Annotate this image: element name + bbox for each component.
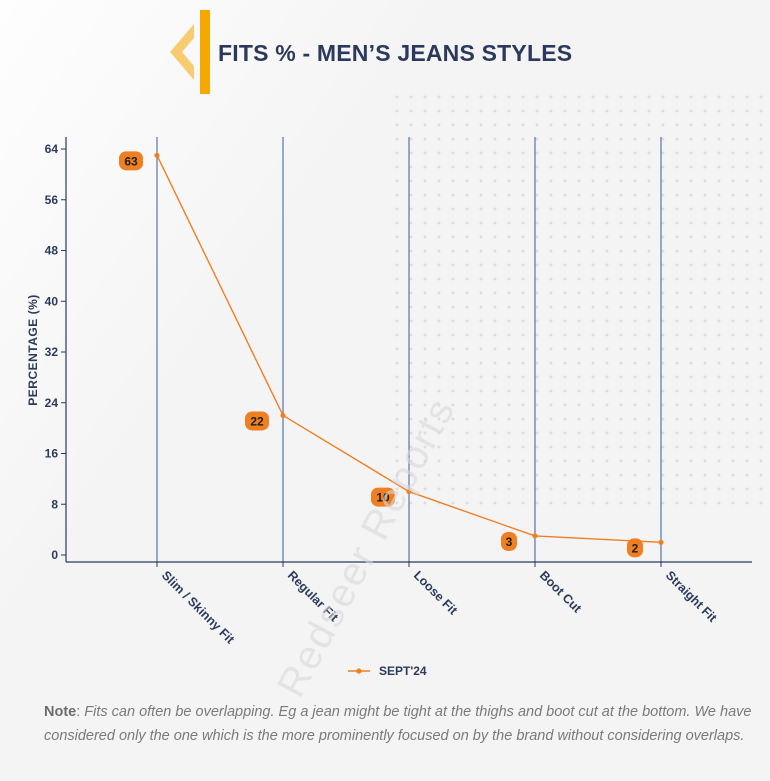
y-tick-label: 56 (45, 193, 59, 207)
y-tick-label: 24 (45, 396, 59, 410)
chevron-left-icon (170, 10, 210, 94)
data-point (406, 488, 412, 495)
x-tick-label: Slim / Skinny Fit (159, 568, 238, 647)
data-label-badge (627, 538, 643, 558)
y-axis-title: PERCENTAGE (%) (26, 294, 40, 405)
data-label: 63 (124, 154, 138, 168)
note-label: Note (44, 704, 77, 720)
data-point (280, 412, 286, 419)
note-text: Fits can often be overlapping. Eg a jean… (44, 704, 752, 744)
note-colon: : (76, 704, 85, 720)
data-label: 3 (506, 535, 513, 549)
y-tick-label: 32 (45, 345, 59, 359)
footnote: Note: Fits can often be overlapping. Eg … (44, 700, 754, 748)
data-label: 10 (376, 491, 390, 505)
legend-label: SEPT'24 (379, 664, 427, 678)
y-tick-label: 64 (45, 142, 59, 156)
x-tick-label: Boot Cut (537, 568, 585, 616)
y-tick-label: 48 (45, 244, 59, 258)
data-label-badge (371, 487, 395, 507)
data-label-badge (501, 531, 517, 551)
x-tick-label: Straight Fit (663, 568, 720, 625)
data-label-badge (119, 151, 143, 171)
watermark: Redseer Reports (269, 390, 464, 700)
page-title: FITS % - MEN’S JEANS STYLES (218, 40, 573, 66)
data-label: 22 (250, 414, 264, 428)
y-tick-label: 16 (45, 447, 59, 461)
data-point (658, 539, 664, 545)
background-dot-pattern (390, 90, 770, 510)
data-point (532, 533, 538, 539)
data-label: 2 (632, 541, 639, 555)
data-point (154, 152, 160, 158)
legend-point-marker (356, 668, 362, 674)
x-tick-label: Loose Fit (411, 568, 461, 618)
y-tick-label: 40 (45, 294, 59, 308)
data-label-badge (245, 411, 269, 431)
y-tick-label: 8 (51, 497, 58, 511)
y-tick-label: 0 (51, 548, 58, 562)
